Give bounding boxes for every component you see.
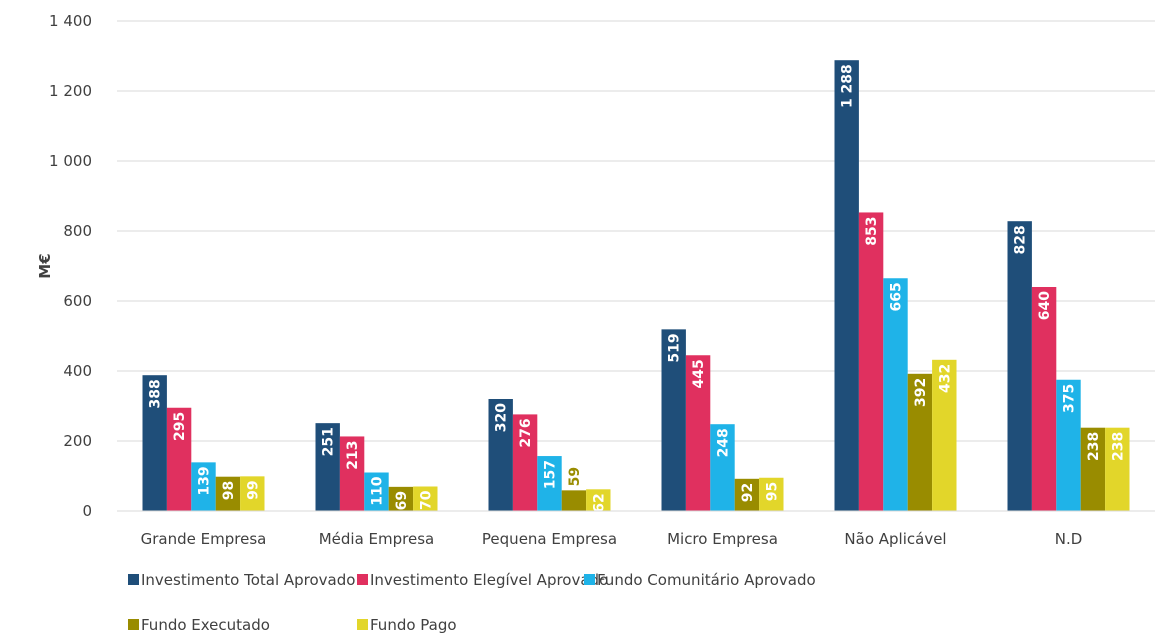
bar xyxy=(1105,427,1130,511)
value-label: 295 xyxy=(172,412,188,441)
value-label: 388 xyxy=(148,379,164,408)
value-label: 62 xyxy=(591,493,607,512)
bar xyxy=(413,486,438,511)
y-tick-label: 800 xyxy=(63,222,92,240)
bar xyxy=(191,462,216,511)
value-label: 110 xyxy=(370,476,386,505)
value-label: 640 xyxy=(1037,291,1053,320)
bar xyxy=(142,375,167,511)
legend-swatch xyxy=(128,619,139,630)
value-label: 251 xyxy=(321,427,337,456)
bar xyxy=(537,456,562,511)
legend-label: Fundo Executado xyxy=(141,616,270,634)
bar xyxy=(512,414,538,511)
bar xyxy=(240,476,265,511)
x-tick-label: Não Aplicável xyxy=(844,530,946,548)
bar xyxy=(907,373,933,511)
y-tick-label: 400 xyxy=(63,362,92,380)
value-label: 139 xyxy=(197,466,213,495)
bar xyxy=(364,472,389,511)
bar xyxy=(858,212,884,511)
bar xyxy=(488,399,513,511)
bar xyxy=(1031,287,1057,511)
bar xyxy=(710,424,735,511)
value-label: 828 xyxy=(1013,225,1029,254)
bar xyxy=(561,490,587,511)
value-label: 1 288 xyxy=(840,64,856,108)
bar xyxy=(166,407,192,511)
value-label: 432 xyxy=(937,364,953,393)
y-tick-label: 600 xyxy=(63,292,92,310)
value-label: 157 xyxy=(543,460,559,489)
x-tick-label: Pequena Empresa xyxy=(482,530,617,548)
y-tick-label: 1 400 xyxy=(49,12,92,30)
legend-swatch xyxy=(357,619,368,630)
legend-swatch xyxy=(357,574,368,585)
legend-label: Fundo Pago xyxy=(370,616,457,634)
y-tick-label: 1 200 xyxy=(49,82,92,100)
value-label: 238 xyxy=(1110,432,1126,461)
bar xyxy=(586,489,611,511)
value-label: 70 xyxy=(418,490,434,510)
x-tick-label: N.D xyxy=(1055,530,1083,548)
bar xyxy=(932,359,957,511)
bar xyxy=(661,329,686,511)
value-label: 320 xyxy=(494,403,510,432)
bar xyxy=(883,278,908,511)
legend-label: Investimento Total Aprovado xyxy=(141,571,355,589)
bar xyxy=(315,423,340,511)
value-label: 59 xyxy=(567,467,583,486)
bar xyxy=(388,486,414,511)
legend-swatch xyxy=(584,574,595,585)
value-label: 665 xyxy=(889,282,905,311)
bar xyxy=(1056,379,1081,511)
value-label: 519 xyxy=(667,333,683,362)
y-tick-label: 1 000 xyxy=(49,152,92,170)
value-label: 248 xyxy=(716,428,732,457)
value-label: 213 xyxy=(345,440,361,469)
legend-swatch xyxy=(128,574,139,585)
y-tick-label: 0 xyxy=(82,502,92,520)
x-tick-label: Média Empresa xyxy=(319,530,435,548)
legend-label: Investimento Elegível Aprovado xyxy=(370,571,608,589)
bar xyxy=(215,476,241,511)
value-label: 375 xyxy=(1062,384,1078,413)
bar xyxy=(685,355,711,511)
value-label: 853 xyxy=(864,216,880,245)
x-tick-label: Grande Empresa xyxy=(141,530,267,548)
value-label: 276 xyxy=(518,418,534,447)
value-label: 98 xyxy=(221,481,237,500)
bar xyxy=(734,478,760,511)
value-label: 445 xyxy=(691,359,707,388)
bar xyxy=(1007,221,1032,511)
bar xyxy=(1080,427,1106,511)
value-label: 95 xyxy=(764,482,780,501)
x-tick-label: Micro Empresa xyxy=(667,530,778,548)
value-label: 69 xyxy=(394,491,410,510)
bar xyxy=(759,477,784,511)
value-label: 99 xyxy=(245,480,261,499)
bar xyxy=(339,436,365,511)
value-label: 92 xyxy=(740,483,756,502)
value-label: 238 xyxy=(1086,432,1102,461)
y-axis-label: M€ xyxy=(36,253,54,278)
value-label: 392 xyxy=(913,378,929,407)
y-tick-label: 200 xyxy=(63,432,92,450)
legend-label: Fundo Comunitário Aprovado xyxy=(597,571,816,589)
bar xyxy=(834,60,859,511)
